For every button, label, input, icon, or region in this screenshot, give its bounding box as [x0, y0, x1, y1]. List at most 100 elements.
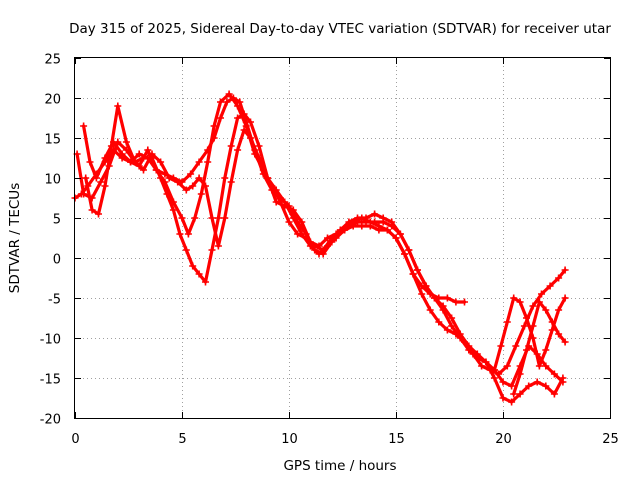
data-point: [118, 150, 126, 158]
data-point: [516, 298, 524, 306]
data-point: [210, 122, 218, 130]
x-tick-label: 5: [178, 432, 186, 447]
x-tick-label: 25: [602, 432, 619, 447]
data-point: [508, 382, 516, 390]
series-line: [73, 96, 565, 404]
data-point: [135, 150, 143, 158]
data-point: [92, 174, 100, 182]
data-point: [227, 178, 235, 186]
series-sat-d: [82, 102, 569, 378]
data-point: [392, 234, 400, 242]
data-point: [409, 270, 417, 278]
y-axis-ticks: -20 -15 -10 -5 0 5 10 15 20 25: [40, 53, 610, 428]
data-point: [529, 322, 537, 330]
series-sat-c: [73, 110, 468, 306]
data-point: [148, 150, 156, 158]
data-point: [298, 218, 306, 226]
data-point: [341, 226, 349, 234]
data-point: [443, 294, 451, 302]
data-point: [88, 206, 96, 214]
data-point: [452, 330, 460, 338]
data-point: [184, 230, 192, 238]
data-point: [189, 182, 197, 190]
data-point: [535, 298, 543, 306]
data-point: [508, 398, 516, 406]
data-point: [195, 174, 203, 182]
data-point: [272, 198, 280, 206]
data-point: [469, 350, 477, 358]
data-point: [315, 242, 323, 250]
data-point: [495, 370, 503, 378]
x-tick-label: 0: [71, 432, 79, 447]
data-point: [202, 182, 209, 190]
data-point: [548, 326, 556, 334]
data-point: [236, 98, 244, 106]
data-point: [332, 234, 340, 242]
data-point: [225, 90, 233, 98]
data-point: [157, 158, 165, 166]
data-point: [426, 306, 434, 314]
data-point: [255, 142, 263, 150]
data-point: [503, 318, 511, 326]
data-point: [324, 234, 331, 242]
data-point: [418, 290, 426, 298]
data-point: [388, 218, 396, 226]
data-point: [349, 218, 357, 226]
y-tick-label: 25: [44, 53, 61, 68]
x-axis-ticks: 0 5 10 15 20 25: [71, 58, 619, 447]
data-point: [503, 362, 511, 370]
data-point: [80, 190, 88, 198]
data-point: [535, 362, 543, 370]
data-point: [426, 290, 434, 298]
data-point: [285, 218, 293, 226]
data-point: [281, 198, 289, 206]
y-tick-label: 15: [44, 133, 61, 148]
data-point: [555, 274, 563, 282]
data-point: [140, 154, 147, 162]
data-point: [306, 242, 314, 250]
data-point: [396, 230, 404, 238]
series-sat-f: [510, 298, 569, 398]
data-point: [195, 270, 203, 278]
data-point: [546, 282, 554, 290]
y-tick-label: -5: [48, 293, 61, 308]
data-point: [289, 214, 297, 222]
y-tick-label: 20: [44, 93, 61, 108]
data-point: [324, 242, 331, 250]
data-point: [379, 214, 387, 222]
data-point: [490, 366, 498, 374]
data-point: [561, 294, 569, 302]
data-point: [101, 182, 109, 190]
data-point: [182, 246, 190, 254]
data-point: [214, 242, 222, 250]
data-point: [255, 154, 263, 162]
data-point: [315, 250, 323, 258]
data-point: [413, 266, 421, 274]
data-point: [435, 318, 443, 326]
data-point: [561, 266, 569, 274]
data-point: [559, 378, 567, 386]
series-sat-a: [71, 94, 567, 406]
data-point: [189, 262, 197, 270]
data-point: [542, 346, 550, 354]
data-point: [358, 222, 366, 230]
data-point: [550, 390, 558, 398]
data-point: [510, 294, 518, 302]
data-point: [240, 110, 248, 118]
data-point: [95, 210, 102, 218]
data-point: [174, 178, 182, 186]
y-tick-label: 5: [53, 213, 61, 228]
data-point: [525, 382, 533, 390]
data-point: [214, 214, 222, 222]
data-point: [80, 122, 88, 130]
data-point: [97, 178, 105, 186]
data-point: [461, 298, 468, 306]
data-point: [234, 146, 242, 154]
y-tick-label: -15: [40, 373, 61, 388]
y-tick-label: -20: [40, 413, 61, 428]
data-point: [191, 214, 199, 222]
data-point: [240, 126, 248, 134]
data-point: [178, 214, 186, 222]
x-tick-label: 15: [388, 432, 405, 447]
